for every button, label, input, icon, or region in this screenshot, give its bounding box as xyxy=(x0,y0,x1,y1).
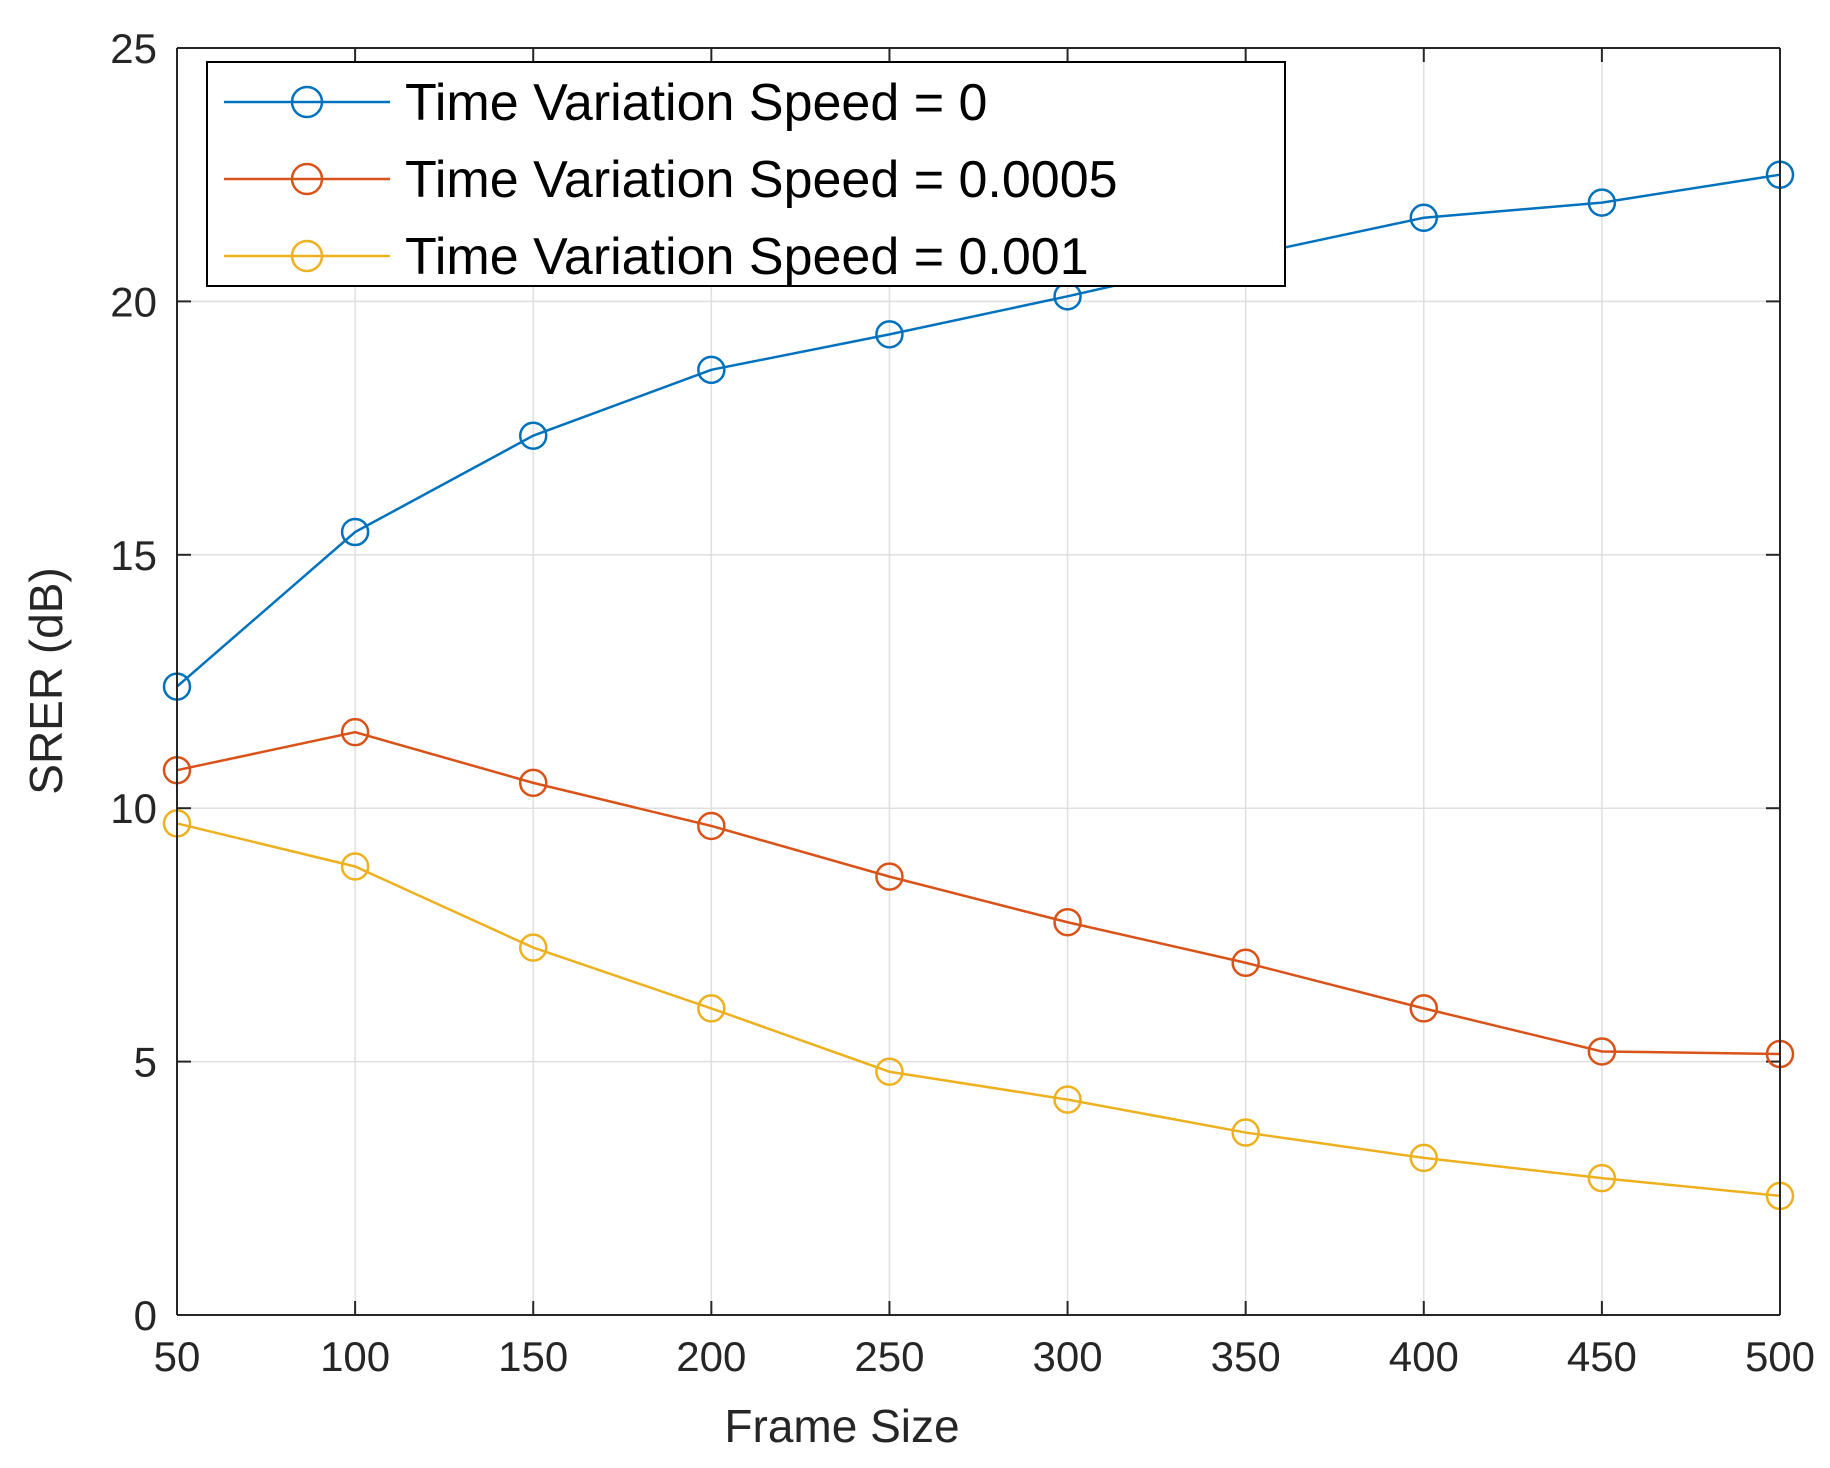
y-axis-label: SRER (dB) xyxy=(20,567,72,794)
legend-item: Time Variation Speed = 0.001 xyxy=(224,228,1089,286)
y-tick-label: 10 xyxy=(110,785,157,832)
data-point xyxy=(1053,907,1082,937)
series-line xyxy=(176,822,1781,1198)
legend-marker xyxy=(290,239,324,273)
legend-label: Time Variation Speed = 0.001 xyxy=(405,228,1089,286)
y-tick-label: 20 xyxy=(110,278,157,325)
data-point xyxy=(697,811,726,841)
x-tick-label: 150 xyxy=(498,1333,568,1380)
y-tick-label: 25 xyxy=(110,25,157,72)
data-point xyxy=(340,517,370,547)
data-point xyxy=(518,933,548,962)
data-point xyxy=(875,862,904,891)
series-2 xyxy=(162,717,1795,1069)
x-tick-label: 50 xyxy=(154,1333,201,1380)
data-point xyxy=(1587,188,1617,217)
data-point xyxy=(1231,948,1260,978)
data-point xyxy=(1587,1163,1617,1193)
data-point xyxy=(1409,994,1439,1023)
data-point xyxy=(1587,1037,1617,1066)
data-point xyxy=(340,717,370,747)
legend-box xyxy=(206,61,1286,287)
x-tick-label: 100 xyxy=(320,1333,390,1380)
legend-item: Time Variation Speed = 0 xyxy=(224,74,987,132)
legend-marker xyxy=(290,162,324,196)
x-tick-label: 500 xyxy=(1745,1333,1815,1380)
legend-marker xyxy=(290,85,324,119)
series-line xyxy=(176,173,1781,688)
data-point xyxy=(697,355,726,385)
x-tick-label: 300 xyxy=(1033,1333,1103,1380)
data-point xyxy=(875,1057,904,1086)
y-tick-label: 0 xyxy=(134,1292,157,1339)
data-point xyxy=(340,852,370,881)
series-line xyxy=(176,730,1781,1056)
x-tick-label: 400 xyxy=(1389,1333,1459,1380)
y-tick-label: 5 xyxy=(134,1039,157,1086)
x-tick-label: 350 xyxy=(1211,1333,1281,1380)
legend-item: Time Variation Speed = 0.0005 xyxy=(224,151,1118,209)
data-point xyxy=(1231,1118,1260,1147)
series xyxy=(162,160,1795,1211)
data-point xyxy=(697,994,726,1023)
y-tick-label: 15 xyxy=(110,532,157,579)
data-point xyxy=(518,768,548,798)
data-point xyxy=(875,320,904,349)
data-point xyxy=(518,421,548,450)
x-tick-label: 200 xyxy=(676,1333,746,1380)
data-point xyxy=(1409,1143,1439,1173)
legend-label: Time Variation Speed = 0 xyxy=(405,74,987,132)
legend-label: Time Variation Speed = 0.0005 xyxy=(405,151,1118,209)
data-point xyxy=(1053,1085,1082,1114)
x-axis-label: Frame Size xyxy=(724,1400,959,1452)
data-point xyxy=(1409,203,1439,233)
legend: Time Variation Speed = 0 Time Variation S… xyxy=(206,61,1286,287)
axes xyxy=(176,47,1781,1316)
x-tick-label: 450 xyxy=(1567,1333,1637,1380)
y-ticks: 0 5 10 15 20 25 xyxy=(110,25,1780,1339)
x-tick-label: 250 xyxy=(854,1333,924,1380)
